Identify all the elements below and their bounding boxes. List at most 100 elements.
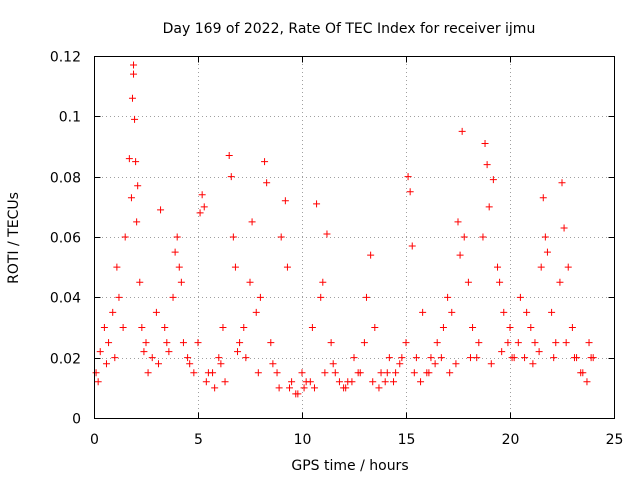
- x-tick-label: 25: [606, 432, 624, 448]
- data-point: [161, 324, 169, 331]
- x-tick-labels: 0 5 10 15 20 25: [90, 432, 623, 448]
- data-point: [140, 348, 148, 356]
- data-point: [439, 324, 447, 331]
- data-point: [234, 348, 242, 356]
- data-point: [568, 324, 576, 331]
- y-tick-label: 0.06: [50, 231, 81, 247]
- data-point: [94, 378, 102, 386]
- data-point: [506, 324, 514, 331]
- data-point: [242, 354, 250, 362]
- data-point: [350, 354, 358, 362]
- data-point: [111, 354, 119, 362]
- data-point: [152, 308, 160, 316]
- data-point: [433, 339, 441, 347]
- data-point: [142, 339, 150, 347]
- data-point: [489, 176, 497, 184]
- data-point: [194, 339, 202, 347]
- data-point: [485, 203, 493, 211]
- data-point: [175, 263, 183, 271]
- data-point: [354, 369, 362, 377]
- data-point: [460, 233, 468, 241]
- data-point: [412, 354, 420, 362]
- data-point: [375, 384, 383, 392]
- data-point: [444, 293, 452, 301]
- data-point: [248, 218, 256, 226]
- data-point: [452, 360, 460, 368]
- data-point: [475, 339, 483, 347]
- data-point: [583, 378, 591, 386]
- data-point: [587, 354, 595, 362]
- data-point: [240, 324, 248, 331]
- data-point: [541, 233, 549, 241]
- data-point: [132, 158, 140, 166]
- data-point: [331, 369, 339, 377]
- data-point: [570, 354, 578, 362]
- data-point: [564, 263, 572, 271]
- data-point: [479, 233, 487, 241]
- data-point: [113, 263, 121, 271]
- data-point: [313, 200, 321, 208]
- data-point: [369, 378, 377, 386]
- data-point: [298, 369, 306, 377]
- data-point: [466, 354, 474, 362]
- data-point: [154, 360, 162, 368]
- data-point: [560, 224, 568, 232]
- data-point: [523, 308, 531, 316]
- data-point: [267, 339, 275, 347]
- data-point: [190, 369, 198, 377]
- data-point: [184, 354, 192, 362]
- data-point: [246, 278, 254, 286]
- data-point: [275, 384, 283, 392]
- data-point: [360, 339, 368, 347]
- data-point: [131, 115, 139, 123]
- data-point: [329, 360, 337, 368]
- data-point: [483, 161, 491, 169]
- data-point: [229, 233, 237, 241]
- data-point: [383, 369, 391, 377]
- data-point: [254, 369, 262, 377]
- data-point: [543, 248, 551, 256]
- data-point: [406, 188, 414, 196]
- y-axis-label: ROTI / TECUs: [6, 192, 22, 284]
- data-point: [286, 384, 294, 392]
- data-point: [529, 360, 537, 368]
- data-point: [562, 339, 570, 347]
- data-point: [321, 369, 329, 377]
- data-point: [221, 378, 229, 386]
- data-point: [130, 70, 138, 78]
- data-point: [219, 324, 227, 331]
- data-point: [169, 293, 177, 301]
- data-point: [138, 324, 146, 331]
- data-point: [100, 324, 108, 331]
- data-point: [179, 339, 187, 347]
- data-point: [362, 293, 370, 301]
- data-point: [269, 360, 277, 368]
- y-tick-label: 0.08: [50, 171, 81, 187]
- data-point: [527, 324, 535, 331]
- data-point: [404, 173, 412, 181]
- chart-title: Day 169 of 2022, Rate Of TEC Index for r…: [163, 21, 536, 37]
- data-point: [292, 390, 300, 398]
- data-point: [500, 308, 508, 316]
- data-point: [419, 308, 427, 316]
- data-point: [458, 127, 466, 135]
- data-point: [437, 354, 445, 362]
- data-point: [236, 339, 244, 347]
- data-point: [377, 369, 385, 377]
- data-point: [514, 339, 522, 347]
- y-tick-label: 0: [72, 412, 81, 428]
- data-point: [335, 378, 343, 386]
- data-point: [136, 278, 144, 286]
- data-point: [402, 339, 410, 347]
- grid: [94, 56, 614, 418]
- data-point: [494, 263, 502, 271]
- data-point: [130, 61, 138, 69]
- data-point: [481, 139, 489, 147]
- data-point: [186, 360, 194, 368]
- data-point: [516, 293, 524, 301]
- data-point: [454, 218, 462, 226]
- data-point: [531, 339, 539, 347]
- data-point: [177, 278, 185, 286]
- data-point: [469, 324, 477, 331]
